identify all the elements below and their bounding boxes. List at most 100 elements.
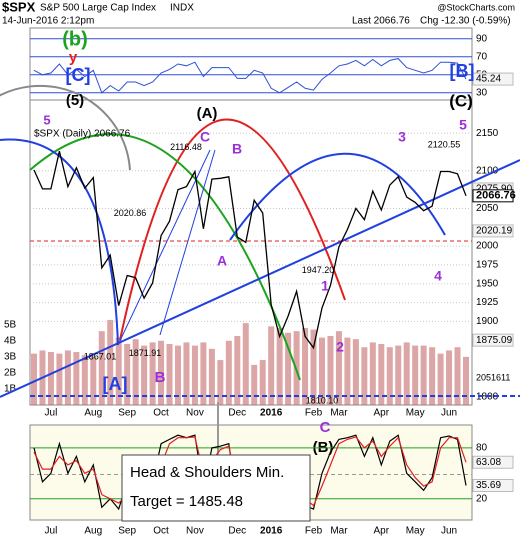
marker-label: 2066.76 [476, 190, 516, 202]
volume-bar [132, 339, 139, 405]
wave-label: (C) [449, 91, 473, 110]
price-label: 1810.10 [306, 395, 339, 405]
wave-label: B [155, 369, 166, 386]
marker-box [472, 189, 514, 203]
x-tick-label: 2016 [260, 526, 283, 537]
volume-bar [420, 345, 427, 405]
x-tick-label: Jul [45, 408, 58, 419]
volume-bar [335, 331, 342, 405]
wave-label: C [200, 129, 210, 145]
x-tick-label: Dec [228, 408, 246, 419]
x-tick-label: Feb [305, 526, 323, 537]
volume-bar [403, 342, 410, 405]
x-tick-label: Mar [330, 408, 348, 419]
volume-bar [166, 344, 173, 405]
arc [0, 84, 131, 171]
volume-bar [183, 342, 190, 405]
wave-label: 2 [336, 339, 344, 355]
volume-bar [64, 350, 71, 405]
symbol: $SPX [2, 0, 36, 14]
volume-bar [81, 355, 88, 405]
volume-bar [463, 356, 469, 405]
volume-bar [73, 352, 80, 405]
callout-line: Head & Shoulders Min. [130, 464, 284, 481]
volume-bar [437, 353, 444, 405]
x-tick-label: Jul [45, 526, 58, 537]
y-tick-label: 70 [476, 51, 488, 62]
volume-bar [454, 347, 461, 405]
callout-box [121, 454, 311, 522]
volume-bar [395, 345, 402, 405]
x-tick-label: Dec [228, 526, 246, 537]
y-tick-label: 2150 [476, 128, 499, 139]
price-label: 2020.86 [114, 208, 147, 218]
volume-bar [302, 327, 309, 405]
volume-bar [31, 353, 37, 405]
y2-tick-label: 4B [4, 335, 17, 346]
volume-bar [115, 337, 122, 405]
volume-label: 2051611 [476, 372, 510, 382]
price-label: 2120.55 [428, 140, 461, 150]
marker-box [472, 455, 514, 469]
exchange: INDX [170, 3, 194, 14]
wave-label: 4 [434, 268, 442, 284]
volume-bar [285, 332, 292, 405]
volume-bar [158, 340, 165, 405]
change: Chg -12.30 (-0.59%) [420, 16, 511, 27]
volume-bar [310, 329, 317, 405]
x-tick-label: Sep [118, 408, 136, 419]
trendline [117, 149, 211, 346]
volume-bar [217, 360, 224, 405]
wave-label: A [217, 253, 227, 269]
volume-bar [429, 347, 436, 405]
y2-tick-label: 2B [4, 368, 17, 379]
volume-bar [47, 352, 54, 405]
volume-bar [361, 347, 368, 405]
volume-bar [242, 323, 249, 405]
marker-label: 2075.90 [476, 184, 513, 195]
volume-bar [276, 327, 283, 405]
x-tick-label: Feb [305, 408, 323, 419]
price-label: 1871.91 [129, 348, 162, 358]
volume-bar [56, 353, 63, 405]
y-tick-label: 2100 [476, 165, 499, 176]
volume-bar [319, 337, 325, 405]
wave-label: [C] [66, 65, 91, 85]
wave-label: (b) [62, 28, 88, 50]
volume-bar [251, 364, 258, 405]
x-tick-label: May [406, 526, 425, 537]
rsi-panel [29, 27, 473, 101]
y-tick-label: 2050 [476, 203, 499, 214]
marker-label: 2020.19 [476, 226, 513, 237]
wave-label: [B] [450, 61, 475, 81]
legend-entry: $SPX (Daily) 2066.76 [34, 129, 131, 140]
y-tick-label: 1925 [476, 297, 499, 308]
y-tick-label: 1950 [476, 278, 499, 289]
volume-bar [141, 345, 148, 405]
price-label: 1947.20 [302, 265, 335, 275]
y-tick-label: 80 [476, 443, 488, 454]
x-tick-label: Jun [441, 526, 457, 537]
arc [229, 152, 446, 241]
wave-label: C [320, 419, 331, 436]
volume-bar [98, 331, 105, 405]
wave-label: (A) [197, 105, 218, 122]
y2-tick-label: 5B [4, 319, 17, 330]
volume-bar [259, 360, 266, 405]
x-tick-label: May [406, 408, 425, 419]
y-tick-label: 1975 [476, 260, 499, 271]
price-label: 1867.01 [84, 352, 117, 362]
volume-bar [344, 337, 351, 405]
y2-tick-label: 3B [4, 351, 17, 362]
wave-label: y [69, 49, 78, 66]
y-tick-label: 2000 [476, 241, 499, 252]
x-tick-label: Oct [153, 408, 169, 419]
volume-bar [191, 345, 198, 405]
marker-label: 63.08 [476, 457, 501, 468]
wave-label: (5) [66, 92, 84, 109]
marker-box [472, 478, 514, 492]
wave-label: B [232, 141, 242, 157]
x-tick-label: Nov [186, 408, 204, 419]
date: 14-Jun-2016 2:12pm [2, 16, 94, 27]
wave-label: 1 [321, 278, 329, 294]
